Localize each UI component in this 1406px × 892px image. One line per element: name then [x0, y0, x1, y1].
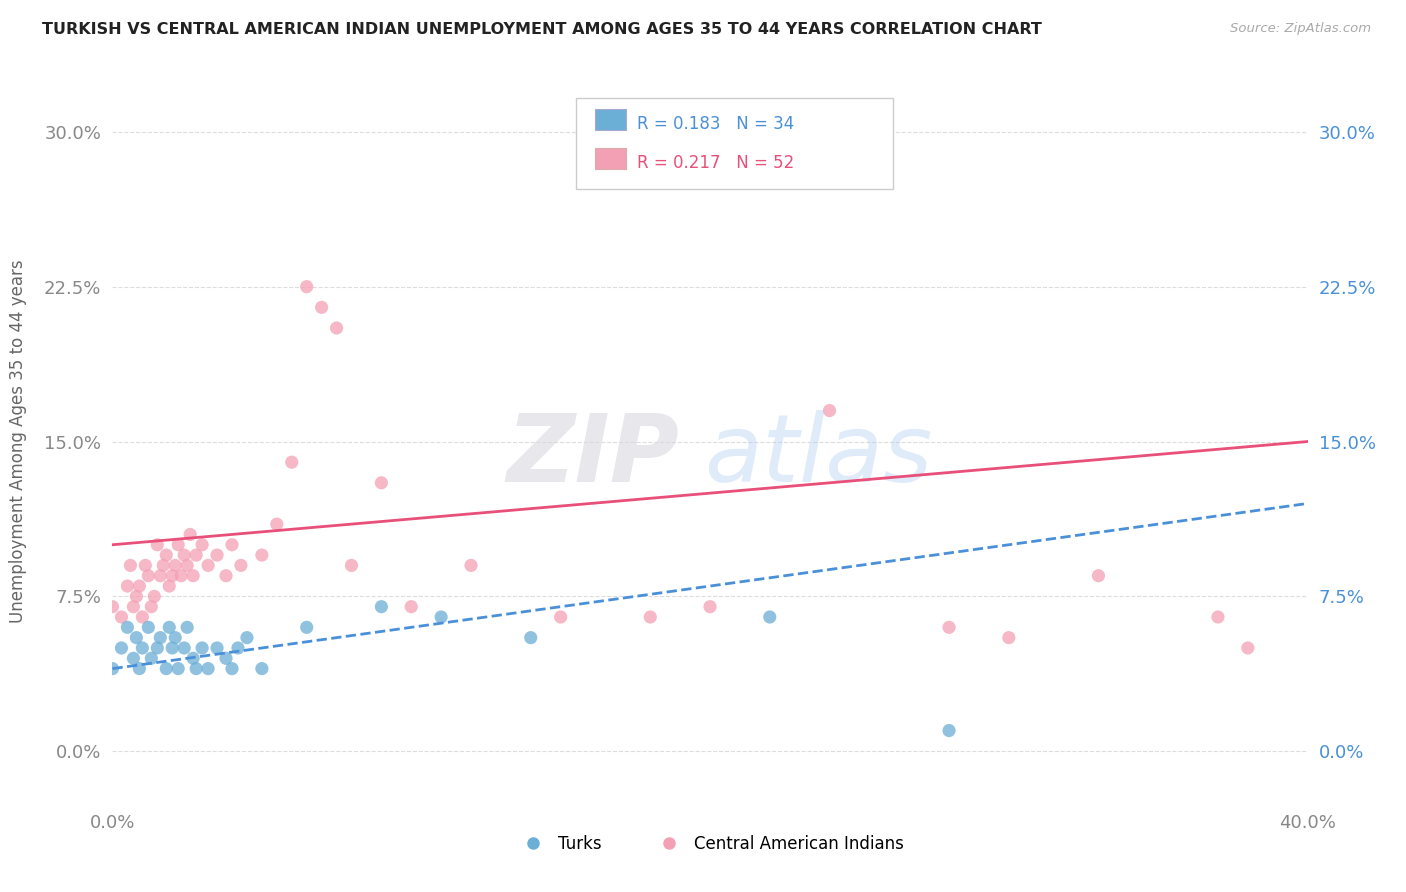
- Text: ZIP: ZIP: [508, 410, 679, 502]
- Point: [146, 640, 169, 655]
- Point: [295, 279, 318, 293]
- Point: [1087, 568, 1109, 582]
- Point: [340, 558, 363, 573]
- Point: [141, 599, 163, 614]
- Point: [186, 548, 208, 562]
- Point: [250, 662, 273, 676]
- Point: [640, 610, 662, 624]
- Point: [281, 455, 304, 469]
- Point: [162, 640, 183, 655]
- Point: [186, 662, 208, 676]
- Point: [170, 568, 193, 582]
- Point: [173, 548, 195, 562]
- Point: [215, 651, 238, 665]
- Point: [818, 403, 841, 417]
- Point: [125, 631, 148, 645]
- Point: [138, 568, 160, 582]
- Point: [191, 538, 214, 552]
- Point: [176, 558, 198, 573]
- Point: [520, 631, 543, 645]
- Text: R = 0.183   N = 34: R = 0.183 N = 34: [637, 115, 794, 133]
- Point: [157, 620, 180, 634]
- Point: [128, 579, 150, 593]
- Text: TURKISH VS CENTRAL AMERICAN INDIAN UNEMPLOYMENT AMONG AGES 35 TO 44 YEARS CORREL: TURKISH VS CENTRAL AMERICAN INDIAN UNEMP…: [42, 22, 1042, 37]
- Point: [215, 568, 238, 582]
- Point: [205, 548, 228, 562]
- Point: [122, 651, 145, 665]
- Point: [759, 610, 782, 624]
- Point: [191, 640, 214, 655]
- Point: [370, 475, 392, 490]
- Point: [295, 620, 318, 634]
- Point: [311, 301, 333, 315]
- Point: [134, 558, 156, 573]
- Point: [401, 599, 423, 614]
- Point: [250, 548, 273, 562]
- Point: [229, 558, 252, 573]
- Point: [101, 662, 124, 676]
- Point: [181, 651, 204, 665]
- Point: [101, 599, 124, 614]
- Point: [155, 662, 177, 676]
- Point: [141, 651, 163, 665]
- Point: [197, 558, 219, 573]
- Point: [266, 517, 288, 532]
- Y-axis label: Unemployment Among Ages 35 to 44 years: Unemployment Among Ages 35 to 44 years: [10, 260, 27, 624]
- Text: atlas: atlas: [704, 410, 932, 501]
- Point: [122, 599, 145, 614]
- Point: [236, 631, 259, 645]
- Point: [998, 631, 1021, 645]
- Point: [167, 538, 190, 552]
- Point: [128, 662, 150, 676]
- Point: [152, 558, 174, 573]
- Point: [117, 579, 139, 593]
- Point: [938, 723, 960, 738]
- Point: [167, 662, 190, 676]
- Point: [143, 590, 166, 604]
- Point: [131, 640, 153, 655]
- Point: [370, 599, 392, 614]
- Point: [110, 610, 132, 624]
- Point: [325, 321, 347, 335]
- Point: [165, 631, 187, 645]
- Point: [176, 620, 198, 634]
- Point: [197, 662, 219, 676]
- Point: [162, 568, 183, 582]
- Point: [165, 558, 187, 573]
- Point: [1237, 640, 1260, 655]
- Point: [460, 558, 482, 573]
- Legend: Turks, Central American Indians: Turks, Central American Indians: [510, 828, 910, 860]
- Point: [938, 620, 960, 634]
- Text: Source: ZipAtlas.com: Source: ZipAtlas.com: [1230, 22, 1371, 36]
- Point: [125, 590, 148, 604]
- Point: [430, 610, 453, 624]
- Point: [173, 640, 195, 655]
- Point: [117, 620, 139, 634]
- Point: [149, 568, 172, 582]
- Point: [226, 640, 249, 655]
- Point: [221, 662, 243, 676]
- Point: [550, 610, 572, 624]
- Point: [155, 548, 177, 562]
- Point: [149, 631, 172, 645]
- Point: [1206, 610, 1229, 624]
- Point: [110, 640, 132, 655]
- Point: [221, 538, 243, 552]
- Point: [848, 166, 870, 180]
- Point: [699, 599, 721, 614]
- Point: [181, 568, 204, 582]
- Text: R = 0.217   N = 52: R = 0.217 N = 52: [637, 154, 794, 172]
- Point: [131, 610, 153, 624]
- Point: [157, 579, 180, 593]
- Point: [146, 538, 169, 552]
- Point: [179, 527, 201, 541]
- Point: [138, 620, 160, 634]
- Point: [205, 640, 228, 655]
- Point: [120, 558, 142, 573]
